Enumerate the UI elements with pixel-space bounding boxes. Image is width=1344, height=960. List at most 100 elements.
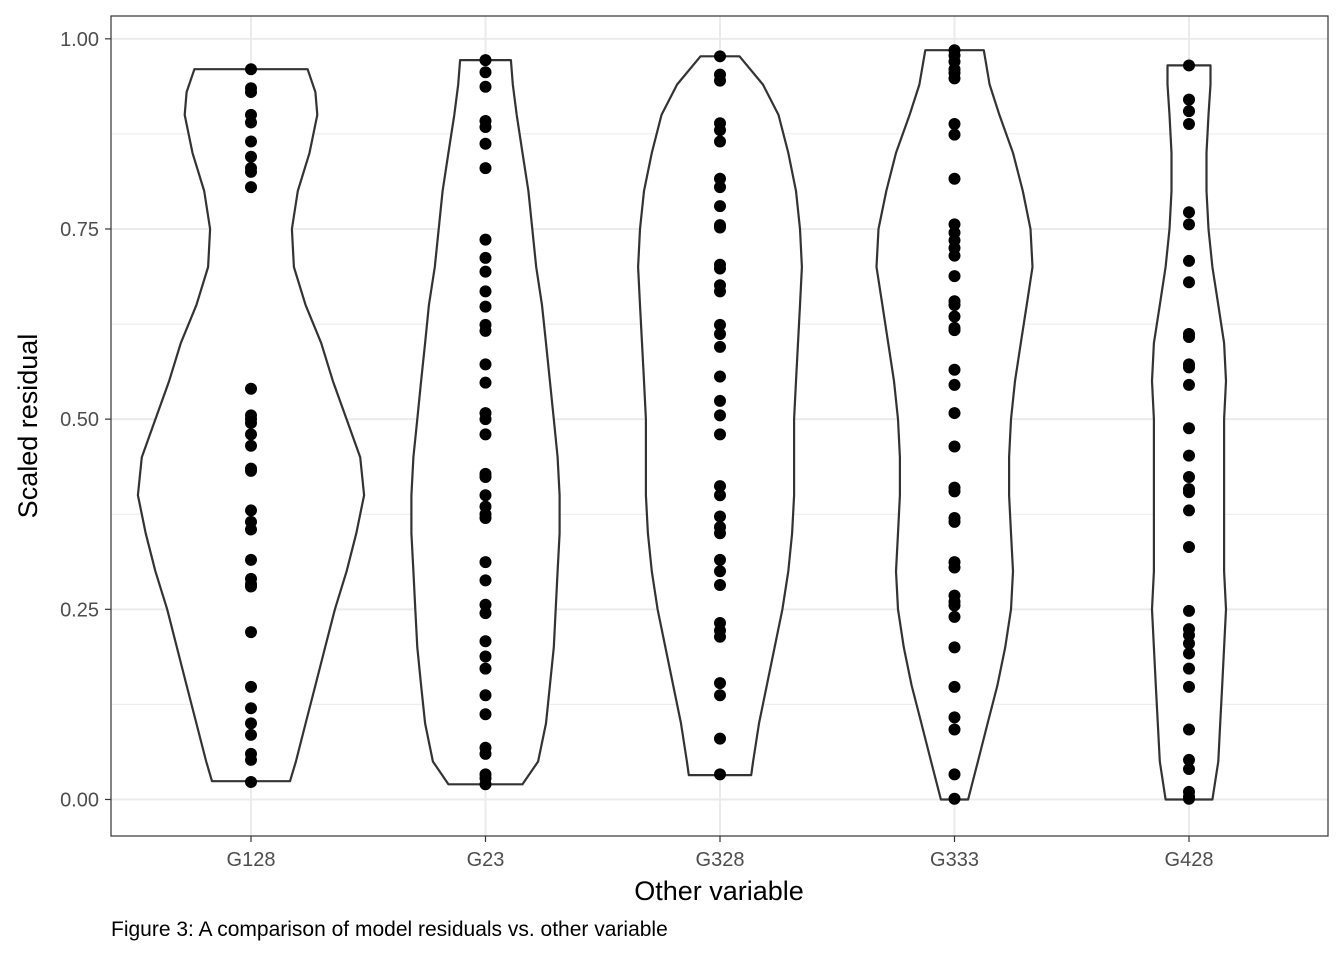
data-point — [948, 711, 961, 724]
data-point — [714, 318, 726, 331]
data-point — [948, 72, 961, 85]
data-point — [714, 285, 726, 298]
data-point — [714, 732, 726, 745]
data-point — [948, 310, 961, 323]
data-point — [245, 63, 257, 76]
data-point — [479, 650, 492, 663]
data-point — [479, 265, 492, 278]
data-point — [1183, 105, 1195, 118]
data-point — [1183, 218, 1195, 231]
data-point — [479, 598, 492, 611]
y-tick-label: 0.25 — [60, 599, 99, 621]
data-point — [714, 50, 726, 63]
data-point — [1183, 254, 1195, 267]
data-point — [948, 610, 961, 623]
data-point — [245, 382, 257, 395]
data-point — [479, 470, 492, 483]
data-point — [479, 635, 492, 648]
data-point — [948, 363, 961, 376]
data-point — [948, 641, 961, 654]
data-point — [479, 662, 492, 675]
data-point — [948, 485, 961, 498]
data-point — [948, 515, 961, 528]
data-point — [479, 358, 492, 371]
data-point — [1183, 276, 1195, 289]
data-point — [245, 86, 257, 99]
data-point — [479, 556, 492, 569]
data-point — [245, 680, 257, 693]
data-point — [1183, 361, 1195, 374]
y-tick-label: 0.50 — [60, 409, 99, 431]
data-point — [479, 324, 492, 337]
data-point — [1183, 647, 1195, 660]
data-point — [948, 378, 961, 391]
data-point — [479, 376, 492, 389]
x-tick-label: G428 — [1165, 849, 1214, 871]
data-point — [948, 218, 961, 231]
data-point — [1183, 331, 1195, 344]
data-point — [1183, 540, 1195, 553]
data-point — [714, 480, 726, 493]
x-axis: G128 G23 G328 G333 G428 — [227, 836, 1214, 871]
data-point — [1183, 470, 1195, 483]
data-point — [245, 626, 257, 639]
data-point — [479, 708, 492, 721]
data-point — [245, 181, 257, 194]
data-point — [479, 80, 492, 93]
data-point — [245, 717, 257, 730]
data-point — [479, 285, 492, 298]
data-point — [245, 116, 257, 129]
data-point — [948, 599, 961, 612]
data-point — [948, 249, 961, 262]
data-point — [479, 66, 492, 79]
data-point — [714, 200, 726, 213]
y-tick-label: 1.00 — [60, 29, 99, 51]
violin-G333 — [875, 49, 1034, 801]
x-axis-title: Other variable — [634, 876, 804, 906]
data-point — [479, 489, 492, 502]
data-point — [714, 74, 726, 87]
data-point — [714, 181, 726, 194]
data-point — [479, 512, 492, 525]
data-point — [1183, 629, 1195, 642]
data-point — [714, 394, 726, 407]
data-point — [714, 340, 726, 353]
data-point — [479, 121, 492, 134]
data-point — [479, 300, 492, 313]
data-point — [714, 527, 726, 540]
data-point — [479, 747, 492, 760]
data-point — [714, 565, 726, 578]
data-point — [948, 440, 961, 453]
data-point — [948, 792, 961, 805]
y-axis: 0.00 0.25 0.50 0.75 1.00 — [60, 29, 111, 811]
data-point — [714, 489, 726, 502]
data-point — [948, 324, 961, 337]
data-point — [1183, 118, 1195, 131]
data-point — [948, 680, 961, 693]
data-point — [1183, 723, 1195, 736]
data-point — [245, 504, 257, 517]
data-point — [479, 251, 492, 264]
data-point — [714, 221, 726, 234]
y-axis-title: Scaled residual — [13, 334, 43, 519]
data-point — [1183, 486, 1195, 499]
data-point — [714, 689, 726, 702]
data-point — [479, 233, 492, 246]
data-point — [714, 428, 726, 441]
data-point — [479, 428, 492, 441]
data-point — [714, 630, 726, 643]
data-point — [948, 118, 961, 131]
data-point — [714, 677, 726, 690]
data-point — [245, 135, 257, 148]
data-point — [948, 172, 961, 185]
data-point — [245, 428, 257, 441]
data-point — [948, 723, 961, 736]
data-point — [948, 270, 961, 283]
data-point — [1183, 449, 1195, 462]
y-tick-label: 0.75 — [60, 219, 99, 241]
data-point — [948, 407, 961, 420]
data-point — [714, 409, 726, 422]
data-point — [948, 561, 961, 574]
data-point — [1183, 59, 1195, 72]
